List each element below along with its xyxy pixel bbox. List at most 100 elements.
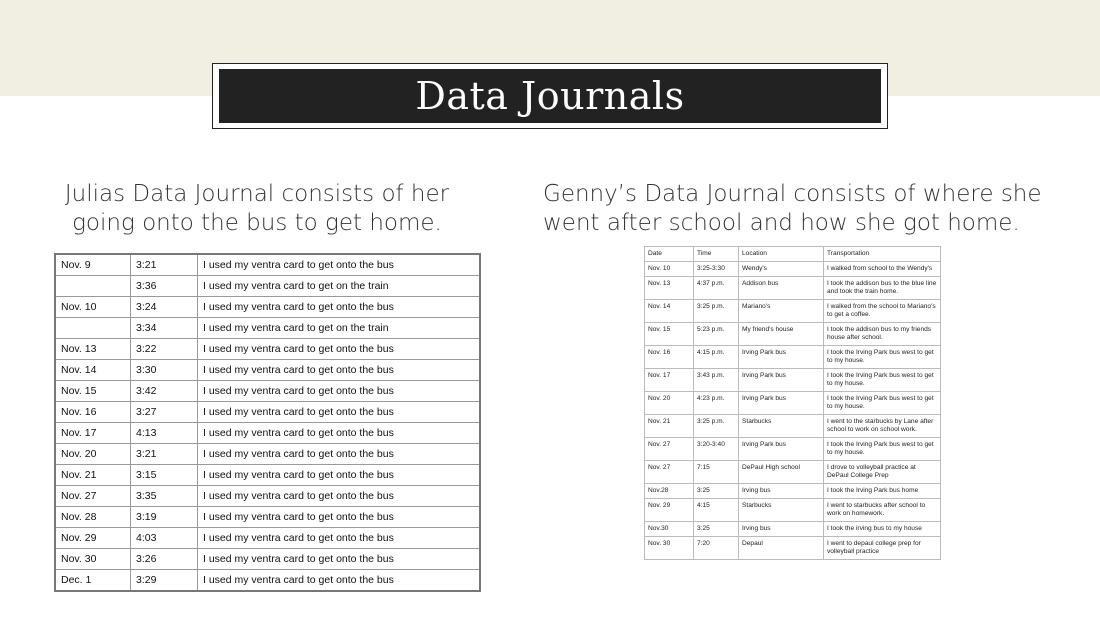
time-cell: 3:26	[130, 548, 198, 570]
location-cell: Irving Park bus	[738, 345, 824, 369]
table-row: Nov.28 3:25 Irving bus I took the Irving Pa…	[644, 483, 941, 499]
header-date: Date	[644, 246, 694, 262]
location-cell: DePaul High school	[738, 460, 824, 484]
date-cell: Nov. 14	[54, 359, 131, 381]
time-cell: 3:30	[130, 359, 198, 381]
time-cell: 3:42	[130, 380, 198, 402]
note-cell: I used my ventra card to get onto the bu…	[197, 464, 481, 486]
date-cell: Nov. 27	[644, 460, 694, 484]
time-cell: 3:35	[130, 485, 198, 507]
time-cell: 3:25	[693, 483, 739, 499]
table-row: Nov. 13 3:22 I used my ventra card to get …	[54, 338, 481, 360]
time-cell: 4:03	[130, 527, 198, 549]
header-location: Location	[738, 246, 824, 262]
table-row: Nov. 30 7:20 Depaul I went to depaul colleg…	[644, 536, 941, 560]
table-row: Nov. 20 3:21 I used my ventra card to get …	[54, 443, 481, 465]
location-cell: Starbucks	[738, 498, 824, 522]
time-cell: 4:37 p.m.	[693, 276, 739, 300]
date-cell	[54, 317, 131, 339]
date-cell: Nov. 16	[644, 345, 694, 369]
date-cell: Nov. 17	[54, 422, 131, 444]
transportation-cell: I went to starbucks after school to work…	[823, 498, 941, 522]
table-row: Nov. 17 4:13 I used my ventra card to get …	[54, 422, 481, 444]
note-cell: I used my ventra card to get onto the bu…	[197, 548, 481, 570]
time-cell: 7:15	[693, 460, 739, 484]
location-cell: Depaul	[738, 536, 824, 560]
note-cell: I used my ventra card to get onto the bu…	[197, 485, 481, 507]
time-cell: 3:21	[130, 443, 198, 465]
transportation-cell: I went to the starbucks by Lane after sc…	[823, 414, 941, 438]
time-cell: 3:24	[130, 296, 198, 318]
transportation-cell: I took the Irving Park bus home	[823, 483, 941, 499]
note-cell: I used my ventra card to get onto the bu…	[197, 569, 481, 592]
time-cell: 3:15	[130, 464, 198, 486]
time-cell: 4:13	[130, 422, 198, 444]
table-row: Nov. 20 4:23 p.m. Irving Park bus I took th…	[644, 391, 941, 415]
date-cell: Nov. 21	[644, 414, 694, 438]
slide-title: Data Journals	[219, 69, 881, 123]
table-row: Nov. 10 3:24 I used my ventra card to get …	[54, 296, 481, 318]
table-row: Nov. 16 3:27 I used my ventra card to get …	[54, 401, 481, 423]
table-row: Nov. 15 5:23 p.m. My friend's house I took …	[644, 322, 941, 346]
time-cell: 3:36	[130, 275, 198, 297]
date-cell: Nov. 14	[644, 299, 694, 323]
time-cell: 3:22	[130, 338, 198, 360]
time-cell: 3:20-3:40	[693, 437, 739, 461]
transportation-cell: I walked from the school to Mariano's to…	[823, 299, 941, 323]
transportation-cell: I took the Irving Park bus west to get t…	[823, 368, 941, 392]
julia-caption: Julias Data Journal consists of her goin…	[64, 181, 450, 236]
time-cell: 7:20	[693, 536, 739, 560]
table-row: Nov. 29 4:15 Starbucks I went to starbucks …	[644, 498, 941, 522]
time-cell: 3:21	[130, 253, 198, 276]
location-cell: Mariano's	[738, 299, 824, 323]
transportation-cell: I went to depaul college prep for volley…	[823, 536, 941, 560]
table-row: Nov. 29 4:03 I used my ventra card to get …	[54, 527, 481, 549]
table-row: 3:36 I used my ventra card to get on the …	[54, 275, 481, 297]
date-cell: Nov. 15	[644, 322, 694, 346]
julia-journal-table: Nov. 9 3:21 I used my ventra card to get o…	[54, 253, 481, 592]
table-row: Nov. 17 3:43 p.m. Irving Park bus I took th…	[644, 368, 941, 392]
table-row: Dec. 1 3:29 I used my ventra card to get o…	[54, 569, 481, 592]
note-cell: I used my ventra card to get onto the bu…	[197, 443, 481, 465]
date-cell: Nov.30	[644, 521, 694, 537]
date-cell: Nov. 15	[54, 380, 131, 402]
date-cell: Nov. 10	[54, 296, 131, 318]
location-cell: Irving bus	[738, 521, 824, 537]
location-cell: Irving Park bus	[738, 437, 824, 461]
time-cell: 4:15 p.m.	[693, 345, 739, 369]
date-cell: Nov. 20	[644, 391, 694, 415]
note-cell: I used my ventra card to get onto the bu…	[197, 338, 481, 360]
table-header-row: Date Time Location Transportation	[644, 246, 941, 262]
time-cell: 5:23 p.m.	[693, 322, 739, 346]
date-cell: Nov. 9	[54, 253, 131, 276]
table-row: Nov. 27 7:15 DePaul High school I drove to …	[644, 460, 941, 484]
time-cell: 3:25-3:30	[693, 261, 739, 277]
note-cell: I used my ventra card to get onto the bu…	[197, 527, 481, 549]
date-cell: Nov. 27	[54, 485, 131, 507]
date-cell: Nov. 21	[54, 464, 131, 486]
note-cell: I used my ventra card to get onto the bu…	[197, 380, 481, 402]
genny-journal-table: Date Time Location Transportation Nov. 1…	[644, 246, 941, 560]
date-cell: Nov. 27	[644, 437, 694, 461]
table-row: Nov. 13 4:37 p.m. Addison bus I took the ad…	[644, 276, 941, 300]
note-cell: I used my ventra card to get on the trai…	[197, 275, 481, 297]
note-cell: I used my ventra card to get onto the bu…	[197, 506, 481, 528]
table-row: Nov. 16 4:15 p.m. Irving Park bus I took th…	[644, 345, 941, 369]
table-row: Nov. 14 3:30 I used my ventra card to get …	[54, 359, 481, 381]
genny-caption: Genny’s Data Journal consists of where s…	[543, 181, 1042, 236]
transportation-cell: I took the Irving Park bus west to get t…	[823, 437, 941, 461]
date-cell: Nov. 13	[644, 276, 694, 300]
location-cell: Irving bus	[738, 483, 824, 499]
time-cell: 3:25 p.m.	[693, 299, 739, 323]
title-frame: Data Journals	[212, 63, 888, 129]
note-cell: I used my ventra card to get onto the bu…	[197, 359, 481, 381]
time-cell: 3:43 p.m.	[693, 368, 739, 392]
date-cell: Nov. 29	[644, 498, 694, 522]
date-cell: Dec. 1	[54, 569, 131, 592]
header-time: Time	[693, 246, 739, 262]
transportation-cell: I took the addison bus to my friends hou…	[823, 322, 941, 346]
date-cell: Nov. 13	[54, 338, 131, 360]
date-cell: Nov. 20	[54, 443, 131, 465]
transportation-cell: I took the irving bus to my house	[823, 521, 941, 537]
transportation-cell: I took the Irving Park bus west to get t…	[823, 345, 941, 369]
